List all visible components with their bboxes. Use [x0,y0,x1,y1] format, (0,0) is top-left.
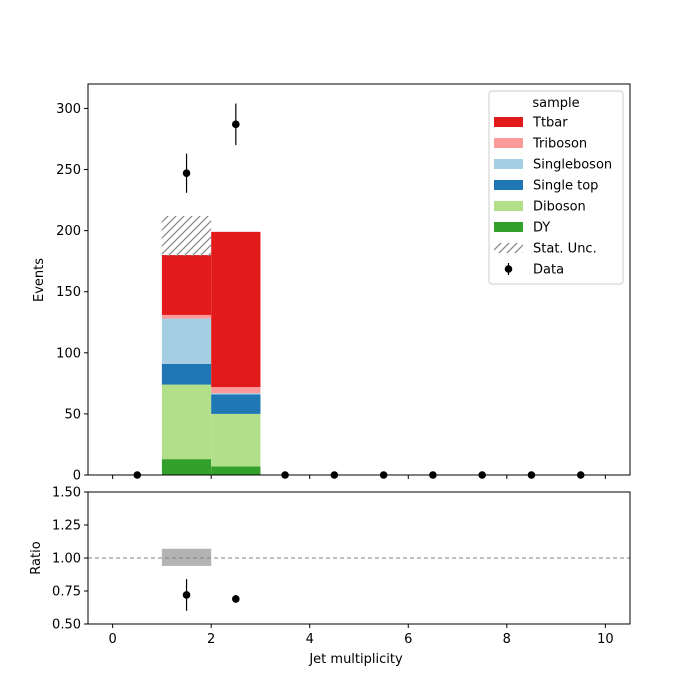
bar-triboson-bin-1 [211,387,261,394]
ratio-uncertainty-band [161,548,212,566]
legend: sample Ttbar Triboson Singleboson Single to… [488,90,624,285]
ratio-y-tick-label: 0.75 [52,585,81,600]
bar-dy-bin-0 [161,459,212,475]
legend-label: Single top [533,179,598,194]
bar-single-top-bin-0 [161,363,212,385]
legend-entries: Ttbar Triboson Singleboson Single top Diboso… [494,116,612,278]
bar-ttbar-bin-1 [211,231,261,388]
ratio-y-tick-label: 1.50 [52,486,81,501]
legend-swatch [494,180,523,190]
data-point [182,169,191,177]
y-tick-label: 200 [56,224,81,239]
ratio-y-tick-label: 0.50 [52,618,81,633]
legend-label: Triboson [532,137,587,152]
y-tick-label: 50 [64,407,81,422]
y-tick-label: 100 [56,346,81,361]
legend-swatch [494,117,523,127]
bar-ttbar-bin-0 [161,255,212,315]
legend-swatch [494,159,523,169]
ratio-y-tick-label: 1.25 [52,519,81,534]
stacked-bars [161,231,261,475]
main-panel: 0 50 100 150 200 250 300 Events [32,83,631,484]
bar-triboson-bin-0 [161,314,212,319]
ratio-y-axis-label: Ratio [29,541,44,574]
y-tick-label: 300 [56,102,81,117]
ratio-point [232,595,240,603]
bar-diboson-bin-1 [211,413,261,467]
legend-swatch [494,222,523,232]
legend-swatch [494,201,523,211]
bar-single-top-bin-1 [211,394,261,414]
legend-label: DY [533,221,550,236]
y-tick-label: 0 [73,469,81,484]
x-tick-label: 6 [404,632,412,647]
x-tick-label: 0 [108,632,116,647]
bar-dy-bin-1 [211,466,261,475]
main-y-ticks: 0 50 100 150 200 250 300 [56,102,88,484]
ratio-panel: 0.50 0.75 1.00 1.25 1.50 0 2 4 6 8 10 Ratio Jet m… [29,486,631,667]
ratio-point [182,591,191,599]
legend-label: Diboson [533,200,586,215]
ratio-points [182,579,240,611]
data-point [232,120,240,129]
x-tick-label: 2 [207,632,215,647]
bar-diboson-bin-0 [161,384,212,460]
main-y-axis-label: Events [32,258,47,302]
ratio-y-tick-label: 1.00 [52,552,81,567]
x-tick-label: 8 [503,632,511,647]
x-tick-label: 10 [597,632,614,647]
ratio-band-bin-0 [161,548,212,566]
legend-label: Data [533,263,564,278]
x-axis-label: Jet multiplicity [308,652,403,667]
main-x-ticks [112,475,606,479]
ratio-y-ticks: 0.50 0.75 1.00 1.25 1.50 [52,486,88,633]
stat-uncertainty-band [161,215,212,257]
stat-unc-bin-0 [161,215,212,257]
legend-title: sample [532,96,579,111]
legend-label: Ttbar [532,116,568,131]
legend-label: Stat. Unc. [533,242,597,257]
main-panel-frame [87,83,631,476]
x-tick-label: 4 [306,632,314,647]
y-tick-label: 150 [56,285,81,300]
legend-swatch [494,138,523,148]
bar-singleboson-bin-0 [161,318,212,364]
y-tick-label: 250 [56,163,81,178]
legend-label: Singleboson [533,158,612,173]
legend-marker [504,265,513,273]
bar-singleboson-bin-1 [211,393,261,395]
ratio-x-ticks: 0 2 4 6 8 10 [108,624,614,647]
legend-swatch-hatch [494,243,523,253]
